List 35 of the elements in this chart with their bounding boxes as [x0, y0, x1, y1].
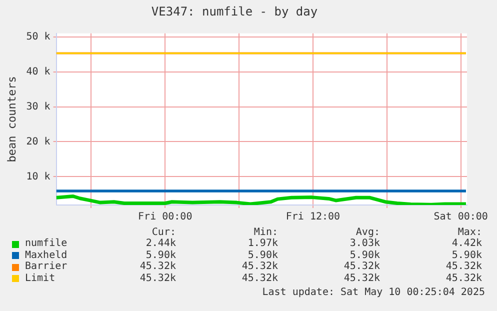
text: Cur:	[150, 226, 176, 238]
text: 4.42k	[450, 238, 482, 250]
y-tick-label: 10 k	[26, 171, 50, 182]
text: Max:	[456, 226, 482, 238]
x-tick-label: Fri 00:00	[138, 212, 192, 223]
text: 45.32k	[240, 272, 278, 285]
y-axis-title: bean counters	[5, 76, 18, 162]
text: 45.32k	[444, 261, 482, 273]
text: 1.97k	[246, 238, 278, 250]
y-tick-label: 50 k	[26, 31, 50, 42]
text: 5.90k	[450, 250, 482, 261]
legend-label: Maxheld	[24, 250, 68, 261]
text: Min:	[252, 226, 278, 238]
text: 5.90k	[144, 250, 176, 261]
text: 5.90k	[348, 250, 380, 261]
text: 5.90k	[246, 250, 278, 261]
x-tick-label: Fri 12:00	[286, 212, 340, 223]
text: 2.44k	[144, 238, 176, 250]
text: 45.32k	[240, 261, 278, 273]
text: 45.32k	[342, 272, 380, 285]
x-tick-label: Sat 00:00	[434, 212, 488, 223]
y-tick-label: 40 k	[26, 66, 50, 78]
y-tick-label: 30 k	[26, 101, 50, 112]
text: 3.03k	[348, 238, 380, 250]
chart-title: VE347: numfile - by day	[151, 4, 318, 18]
legend-label: Barrier	[24, 261, 68, 273]
text: 45.32k	[444, 272, 482, 285]
text: Last update: Sat May 10 00:25:04 2025	[262, 287, 485, 298]
text: 45.32k	[138, 272, 176, 285]
legend-label: numfile	[24, 238, 68, 250]
text: 45.32k	[342, 261, 380, 273]
text: 45.32k	[138, 261, 176, 273]
text: Avg:	[354, 226, 380, 238]
legend-label: Limit	[24, 272, 56, 285]
y-tick-label: 20 k	[26, 136, 50, 148]
